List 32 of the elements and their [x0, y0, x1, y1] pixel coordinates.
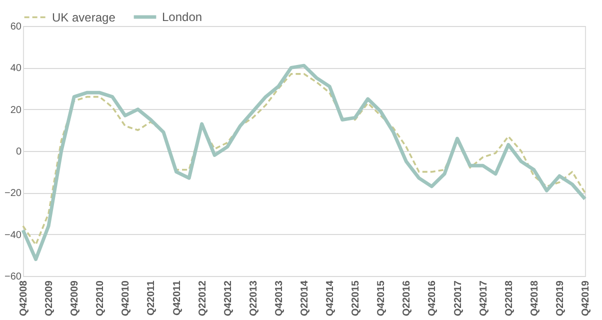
x-tick-label: Q42008 — [18, 280, 30, 316]
x-tick-label: Q42015 — [376, 280, 388, 316]
x-tick-label: Q22018 — [504, 280, 515, 316]
y-tick-label: 60 — [10, 22, 22, 32]
x-tick-label: Q22010 — [95, 280, 106, 316]
x-tick-label: Q42018 — [529, 280, 540, 316]
y-tick-label: 0 — [16, 146, 22, 158]
x-tick-label: Q22017 — [452, 280, 464, 316]
x-tick-label: Q42013 — [274, 280, 285, 316]
y-tick-label: 20 — [10, 104, 22, 116]
x-tick-label: Q22014 — [300, 280, 310, 316]
x-tick-label: Q22015 — [350, 280, 362, 316]
x-tick-label: Q22011 — [146, 280, 158, 316]
x-tick-label: Q42014 — [325, 280, 336, 316]
x-tick-label: Q22009 — [44, 280, 56, 316]
legend-label: UK average — [52, 10, 116, 24]
x-tick-label: Q42010 — [120, 280, 132, 316]
x-tick-label: Q42011 — [172, 280, 183, 316]
x-tick-label: Q42016 — [427, 280, 438, 316]
y-tick-label: −20 — [4, 188, 22, 200]
x-tick-label: Q22013 — [248, 280, 260, 316]
x-tick-label: Q22012 — [197, 280, 208, 316]
y-tick-label: −60 — [4, 272, 22, 282]
y-tick-label: 40 — [10, 63, 22, 74]
x-tick-label: Q42012 — [222, 280, 234, 316]
x-tick-label: Q42017 — [478, 280, 490, 316]
y-tick-label: −40 — [4, 230, 22, 241]
x-tick-label: Q22019 — [554, 280, 566, 316]
legend-label: London — [162, 10, 202, 24]
x-tick-label: Q42009 — [70, 280, 81, 316]
x-tick-label: Q42019 — [580, 280, 592, 316]
x-tick-label: Q22016 — [402, 280, 413, 316]
